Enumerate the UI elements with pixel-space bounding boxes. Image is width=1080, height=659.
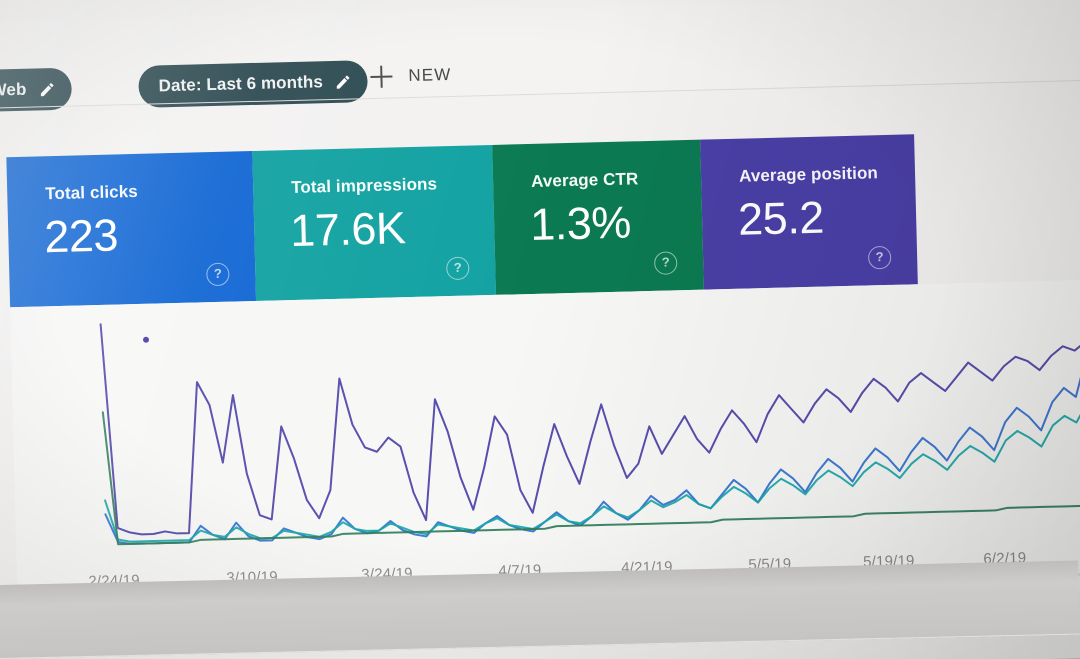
metric-card-title: Average CTR bbox=[530, 169, 639, 191]
chart-annotation-layer bbox=[143, 336, 150, 343]
filter-chip-search-type[interactable]: type: Web bbox=[0, 67, 72, 114]
chart-canvas bbox=[99, 323, 1080, 546]
performance-chart[interactable]: 2/24/19 3/10/19 3/24/19 4/7/19 4/21/19 5/5/19… bbox=[10, 279, 1080, 620]
new-filter-label: NEW bbox=[408, 64, 452, 86]
plus-icon bbox=[370, 65, 393, 88]
filter-toolbar: type: Web Date: Last 6 months NEW bbox=[0, 0, 1080, 114]
filter-chip-search-type-label: type: Web bbox=[0, 79, 27, 101]
help-icon[interactable]: ? bbox=[446, 256, 470, 281]
chart-isolated-point bbox=[143, 336, 150, 343]
metric-card-value: 1.3% bbox=[529, 196, 632, 250]
metric-cards: Total clicks 223 ? Total impressions 17.… bbox=[6, 134, 941, 308]
new-filter-button[interactable]: NEW bbox=[370, 64, 451, 88]
chart-series-layer bbox=[99, 323, 1080, 546]
help-icon[interactable]: ? bbox=[653, 251, 678, 275]
metric-card-total-clicks[interactable]: Total clicks 223 ? bbox=[6, 151, 257, 308]
chart-series-average-position bbox=[99, 323, 1080, 536]
metric-card-average-ctr[interactable]: Average CTR 1.3% ? bbox=[492, 139, 704, 295]
metric-card-title: Total clicks bbox=[45, 181, 139, 204]
metric-card-value: 223 bbox=[43, 209, 119, 263]
chart-series-average-ctr bbox=[101, 411, 1080, 546]
filter-chip-date-label: Date: Last 6 months bbox=[158, 72, 324, 96]
metric-card-total-impressions[interactable]: Total impressions 17.6K ? bbox=[252, 144, 496, 301]
help-icon[interactable]: ? bbox=[867, 245, 892, 270]
metric-card-value: 17.6K bbox=[289, 202, 407, 257]
filter-chip-date[interactable]: Date: Last 6 months bbox=[138, 60, 369, 108]
pencil-icon bbox=[337, 75, 350, 89]
pencil-icon bbox=[40, 82, 54, 96]
metric-card-average-position[interactable]: Average position 25.2 ? bbox=[700, 134, 918, 290]
help-icon[interactable]: ? bbox=[206, 262, 230, 287]
metric-card-value: 25.2 bbox=[737, 191, 825, 245]
metric-card-title: Total impressions bbox=[290, 174, 438, 198]
metric-card-title: Average position bbox=[738, 163, 879, 186]
chart-series-total-impressions bbox=[104, 400, 1080, 543]
chart-series-total-clicks bbox=[104, 353, 1080, 545]
